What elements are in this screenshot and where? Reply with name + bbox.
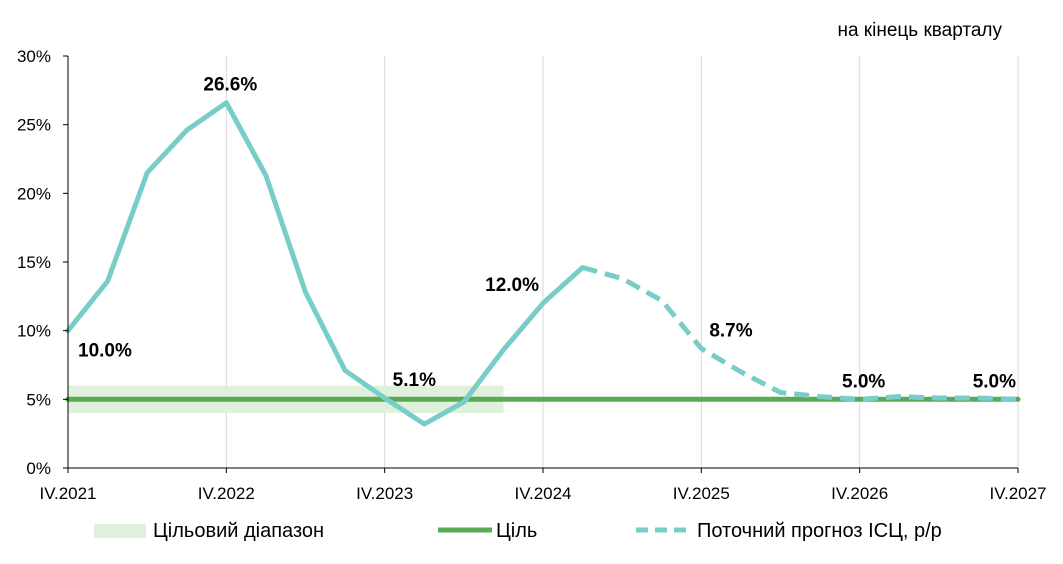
legend-item-forecast: Поточний прогноз ІСЦ, р/р: [636, 520, 942, 542]
y-tick-label: 10%: [17, 322, 51, 341]
x-tick-label: IV.2021: [39, 484, 96, 503]
series-actual-line: [65, 100, 586, 427]
legend-item-target_range: Цільовий діапазон: [94, 520, 324, 542]
x-tick-label: IV.2027: [989, 484, 1046, 503]
x-tick-label: IV.2025: [673, 484, 730, 503]
legend-label: Поточний прогноз ІСЦ, р/р: [697, 520, 942, 542]
legend-label: Цільовий діапазон: [153, 520, 324, 542]
y-tick-label: 30%: [17, 47, 51, 66]
x-tick-label: IV.2026: [831, 484, 888, 503]
data-label: 12.0%: [485, 275, 539, 296]
data-labels: 10.0% 26.6% 5.1% 12.0% 8.7% 5.0% 5.0%: [78, 75, 1016, 393]
y-tick-label: 20%: [17, 184, 51, 203]
x-axis-ticks: IV.2021 IV.2022 IV.2023 IV.2024 IV.2025 IV.20…: [39, 468, 1047, 503]
x-tick-label: IV.2023: [356, 484, 413, 503]
chart-note: на кінець кварталу: [837, 20, 1002, 41]
data-label: 8.7%: [709, 321, 752, 342]
data-label: 10.0%: [78, 341, 132, 362]
y-tick-label: 25%: [17, 116, 51, 135]
data-label: 5.0%: [973, 371, 1016, 392]
y-axis-ticks: 0% 5% 10% 15% 20% 25% 30%: [17, 47, 68, 478]
y-tick-label: 0%: [26, 459, 51, 478]
data-label: 5.0%: [842, 371, 885, 392]
series-layer: [65, 100, 1021, 427]
y-tick-label: 5%: [26, 390, 51, 409]
data-label: 26.6%: [203, 75, 257, 96]
data-label: 5.1%: [393, 370, 436, 391]
legend-label: Ціль: [496, 520, 537, 542]
legend-swatch-band: [94, 524, 146, 538]
legend: Цільовий діапазон Ціль Поточний прогноз ІС…: [94, 520, 942, 542]
x-tick-label: IV.2024: [514, 484, 571, 503]
series-forecast-line: [581, 265, 1019, 402]
x-tick-label: IV.2022: [198, 484, 255, 503]
legend-item-target: Ціль: [438, 520, 537, 542]
y-tick-label: 15%: [17, 253, 51, 272]
